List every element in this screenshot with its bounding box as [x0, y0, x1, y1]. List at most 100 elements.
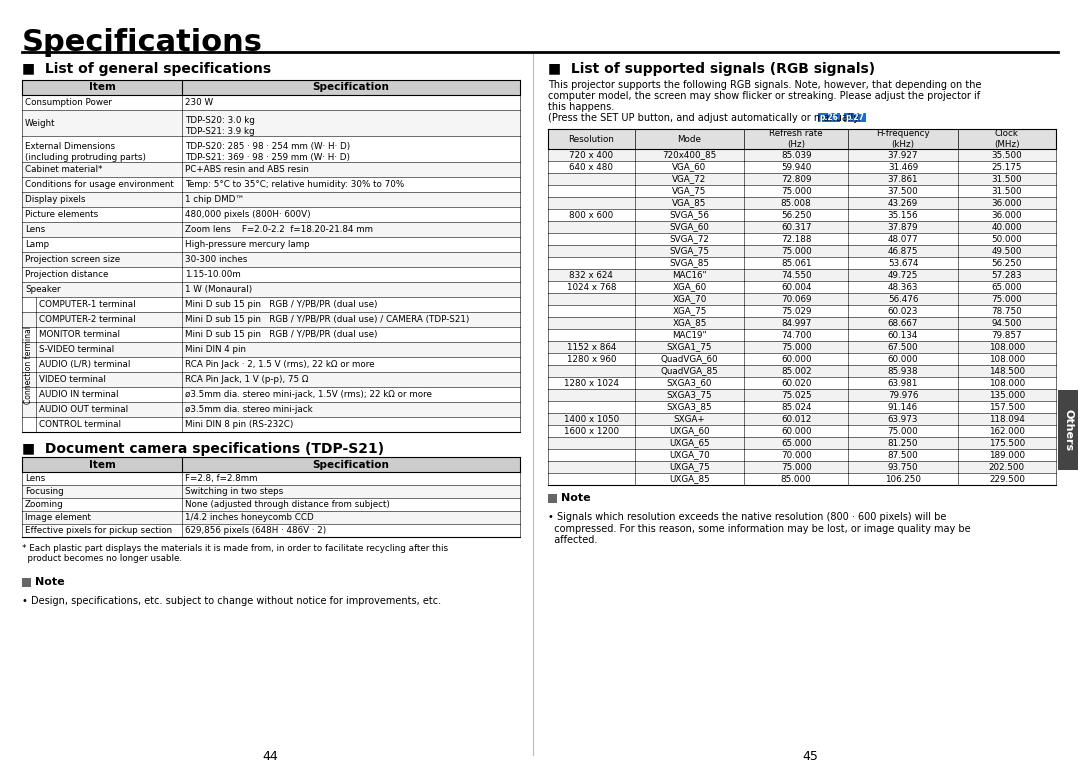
FancyBboxPatch shape: [548, 161, 1056, 173]
Text: 44: 44: [262, 750, 278, 763]
FancyBboxPatch shape: [548, 353, 1056, 365]
Text: SVGA_72: SVGA_72: [670, 234, 710, 243]
Text: Mini D sub 15 pin   RGB / Y/PB/PR (dual use): Mini D sub 15 pin RGB / Y/PB/PR (dual us…: [185, 300, 378, 309]
FancyBboxPatch shape: [22, 136, 519, 162]
Text: Focusing: Focusing: [25, 487, 64, 496]
Text: SXGA1_75: SXGA1_75: [666, 343, 712, 352]
Text: Note: Note: [35, 577, 65, 587]
Text: 85.039: 85.039: [781, 150, 811, 159]
Text: 48.363: 48.363: [888, 282, 918, 291]
Text: Display pixels: Display pixels: [25, 195, 85, 204]
Text: 60.020: 60.020: [781, 378, 811, 388]
Text: UXGA_75: UXGA_75: [669, 462, 710, 472]
FancyBboxPatch shape: [548, 129, 1056, 149]
Text: 85.024: 85.024: [781, 403, 811, 411]
Text: 63.973: 63.973: [888, 414, 918, 423]
FancyBboxPatch shape: [548, 197, 1056, 209]
Text: XGA_75: XGA_75: [672, 307, 706, 315]
Text: SXGA3_75: SXGA3_75: [666, 391, 712, 400]
Text: High-pressure mercury lamp: High-pressure mercury lamp: [185, 240, 310, 249]
Text: External Dimensions: External Dimensions: [25, 142, 116, 151]
Text: Speaker: Speaker: [25, 285, 60, 294]
Text: Note: Note: [561, 493, 591, 503]
Text: Projection distance: Projection distance: [25, 270, 108, 279]
Text: * Each plastic part displays the materials it is made from, in order to facilita: * Each plastic part displays the materia…: [22, 544, 448, 563]
Text: 60.000: 60.000: [888, 355, 918, 363]
Text: 108.000: 108.000: [989, 378, 1025, 388]
Text: 35.500: 35.500: [991, 150, 1023, 159]
Text: Weight: Weight: [25, 118, 55, 127]
FancyBboxPatch shape: [22, 357, 519, 372]
Text: XGA_85: XGA_85: [672, 318, 706, 327]
Text: 85.008: 85.008: [781, 198, 811, 208]
Text: Others: Others: [1063, 409, 1074, 451]
Text: 79.976: 79.976: [888, 391, 918, 400]
FancyBboxPatch shape: [22, 472, 519, 485]
FancyBboxPatch shape: [22, 252, 519, 267]
FancyBboxPatch shape: [548, 329, 1056, 341]
Text: 1400 x 1050: 1400 x 1050: [564, 414, 619, 423]
Text: 85.061: 85.061: [781, 259, 811, 268]
Text: 480,000 pixels (800H· 600V): 480,000 pixels (800H· 600V): [185, 210, 311, 219]
Text: VGA_85: VGA_85: [672, 198, 706, 208]
Text: Specification: Specification: [312, 459, 390, 469]
FancyBboxPatch shape: [548, 257, 1056, 269]
FancyBboxPatch shape: [548, 173, 1056, 185]
Text: Lens: Lens: [25, 225, 45, 234]
Text: Mini D sub 15 pin   RGB / Y/PB/PR (dual use) / CAMERA (TDP-S21): Mini D sub 15 pin RGB / Y/PB/PR (dual us…: [185, 315, 470, 324]
Text: 75.000: 75.000: [781, 186, 811, 195]
FancyBboxPatch shape: [22, 387, 519, 402]
Text: 60.023: 60.023: [888, 307, 918, 315]
Text: 37.500: 37.500: [888, 186, 918, 195]
Text: 202.500: 202.500: [989, 462, 1025, 472]
Text: 832 x 624: 832 x 624: [569, 271, 613, 279]
FancyBboxPatch shape: [22, 417, 519, 432]
FancyBboxPatch shape: [548, 317, 1056, 329]
FancyBboxPatch shape: [22, 267, 519, 282]
FancyBboxPatch shape: [22, 222, 519, 237]
FancyBboxPatch shape: [548, 377, 1056, 389]
Text: Item: Item: [89, 82, 116, 92]
Text: 60.134: 60.134: [888, 330, 918, 340]
Text: 49.725: 49.725: [888, 271, 918, 279]
Text: 35.156: 35.156: [888, 211, 918, 220]
Text: 175.500: 175.500: [989, 439, 1025, 448]
Text: 1280 x 960: 1280 x 960: [567, 355, 616, 363]
Text: 56.250: 56.250: [991, 259, 1022, 268]
FancyBboxPatch shape: [548, 149, 1056, 161]
Text: 230 W: 230 W: [185, 98, 213, 107]
FancyBboxPatch shape: [548, 221, 1056, 233]
Text: computer model, the screen may show flicker or streaking. Please adjust the proj: computer model, the screen may show flic…: [548, 91, 981, 101]
Text: SXGA3_85: SXGA3_85: [666, 403, 712, 411]
Text: Clock
(MHz): Clock (MHz): [994, 129, 1020, 149]
Text: AUDIO IN terminal: AUDIO IN terminal: [39, 390, 119, 399]
Text: F=2.8, f=2.8mm: F=2.8, f=2.8mm: [185, 474, 257, 483]
Text: VGA_72: VGA_72: [673, 175, 706, 183]
Text: TDP-S20: 3.0 kg: TDP-S20: 3.0 kg: [185, 116, 255, 124]
Text: ø3.5mm dia. stereo mini-jack, 1.5V (rms); 22 kΩ or more: ø3.5mm dia. stereo mini-jack, 1.5V (rms)…: [185, 390, 432, 399]
Text: PC+ABS resin and ABS resin: PC+ABS resin and ABS resin: [185, 165, 309, 174]
Text: 106.250: 106.250: [885, 475, 921, 484]
FancyBboxPatch shape: [22, 192, 519, 207]
FancyBboxPatch shape: [548, 185, 1056, 197]
FancyBboxPatch shape: [548, 449, 1056, 461]
FancyBboxPatch shape: [22, 297, 519, 312]
FancyBboxPatch shape: [548, 401, 1056, 413]
Text: 70.000: 70.000: [781, 450, 811, 459]
Text: 36.000: 36.000: [991, 198, 1023, 208]
Text: 50.000: 50.000: [991, 234, 1023, 243]
Text: 1600 x 1200: 1600 x 1200: [564, 427, 619, 436]
Text: MONITOR terminal: MONITOR terminal: [39, 330, 120, 339]
FancyBboxPatch shape: [22, 237, 519, 252]
Text: Zooming: Zooming: [25, 500, 64, 509]
FancyBboxPatch shape: [548, 269, 1056, 281]
Text: Zoom lens    F=2.0-2.2  f=18.20-21.84 mm: Zoom lens F=2.0-2.2 f=18.20-21.84 mm: [185, 225, 373, 234]
Text: 189.000: 189.000: [989, 450, 1025, 459]
Text: Picture elements: Picture elements: [25, 210, 98, 219]
Text: COMPUTER-2 terminal: COMPUTER-2 terminal: [39, 315, 136, 324]
Text: 68.667: 68.667: [888, 318, 918, 327]
Text: RCA Pin Jack, 1 V (p-p), 75 Ω: RCA Pin Jack, 1 V (p-p), 75 Ω: [185, 375, 309, 384]
Text: 640 x 480: 640 x 480: [569, 163, 613, 172]
Text: 81.250: 81.250: [888, 439, 918, 448]
Text: 148.500: 148.500: [989, 366, 1025, 375]
